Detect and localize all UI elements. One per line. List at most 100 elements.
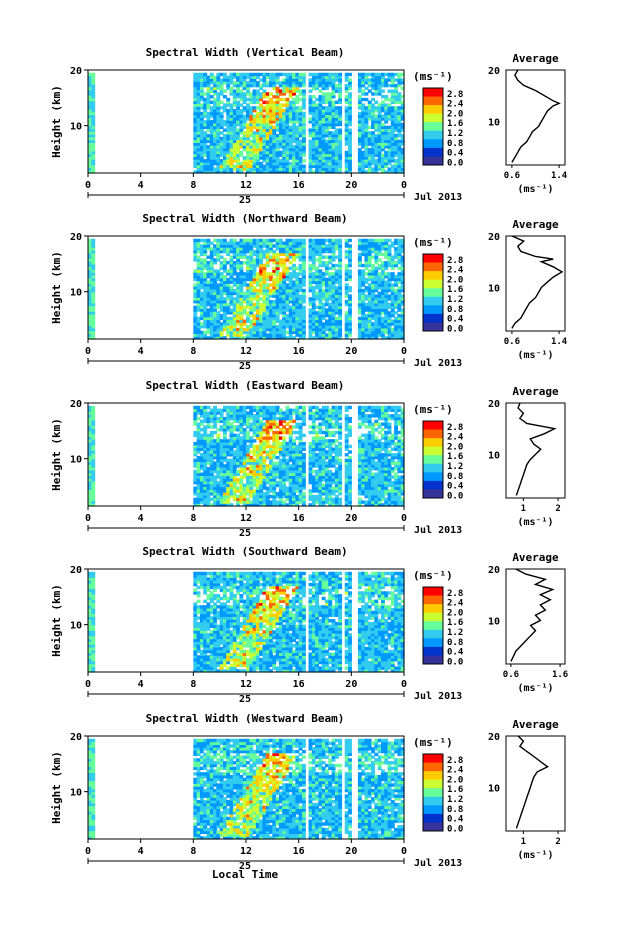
heatmap-cell <box>255 120 260 124</box>
heatmap-cell <box>380 114 385 118</box>
heatmap-cell <box>219 117 224 121</box>
heatmap-cell <box>206 274 211 279</box>
heatmap-cell <box>229 134 234 138</box>
heatmap-cell <box>334 308 339 312</box>
heatmap-cell <box>400 333 405 337</box>
heatmap-cell <box>380 122 385 127</box>
heatmap-cell <box>269 147 273 152</box>
heatmap-cell <box>275 288 280 293</box>
heatmap-cell <box>325 333 329 337</box>
heatmap-cell <box>91 92 96 96</box>
heatmap-cell <box>288 247 293 251</box>
heatmap-cell <box>387 313 392 318</box>
heatmap-cell <box>344 283 349 287</box>
heatmap-cell <box>255 319 260 323</box>
heatmap-cell <box>301 125 306 130</box>
heatmap-cell <box>400 125 405 130</box>
heatmap-cell <box>387 336 392 340</box>
heatmap-cell <box>239 305 244 309</box>
heatmap-cell <box>265 81 270 85</box>
heatmap-cell <box>193 159 198 163</box>
heatmap-cell <box>272 78 277 82</box>
heatmap-cell <box>295 252 300 257</box>
heatmap-cell <box>249 252 254 257</box>
heatmap-cell <box>328 131 333 135</box>
heatmap-cell <box>242 72 247 77</box>
heatmap-cell <box>394 300 399 304</box>
heatmap-cell <box>348 164 352 169</box>
heatmap-cell <box>236 159 241 163</box>
heatmap-cell <box>338 280 343 284</box>
heatmap-cell <box>285 336 290 340</box>
heatmap-cell <box>301 145 306 149</box>
heatmap-cell <box>364 316 369 321</box>
heatmap-cell <box>216 330 221 335</box>
heatmap-cell <box>288 305 293 309</box>
heatmap-cell <box>252 100 257 105</box>
heatmap-cell <box>377 266 382 271</box>
heatmap-cell <box>311 280 316 284</box>
heatmap-cell <box>222 139 227 143</box>
heatmap-cell <box>213 277 217 282</box>
heatmap-cell <box>209 280 214 284</box>
heatmap-cell <box>269 97 273 102</box>
heatmap-cell <box>196 330 201 335</box>
heatmap-cell <box>272 322 277 326</box>
heatmap-cell <box>229 161 234 166</box>
heatmap-cell <box>361 114 366 118</box>
heatmap-cell <box>282 159 287 163</box>
heatmap-cell <box>199 170 204 174</box>
heatmap-cell <box>318 261 323 265</box>
heatmap-cell <box>206 241 211 245</box>
heatmap-cell <box>242 125 247 130</box>
heatmap-cell <box>249 108 254 113</box>
heatmap-cell <box>252 142 257 146</box>
heatmap-cell <box>371 249 375 254</box>
heatmap-cell <box>249 153 254 157</box>
heatmap-cell <box>334 272 339 276</box>
heatmap-cell <box>262 83 267 88</box>
heatmap-cell <box>348 92 352 96</box>
heatmap-cell <box>325 139 329 143</box>
heatmap-cell <box>374 325 379 329</box>
heatmap-cell <box>325 280 329 284</box>
heatmap-cell <box>88 272 92 276</box>
colorbar-tick-label: 2.8 <box>447 256 463 266</box>
heatmap-cell <box>226 97 231 102</box>
heatmap-cell <box>374 280 379 284</box>
heatmap-cell <box>315 136 320 141</box>
heatmap-cell <box>216 311 221 315</box>
heatmap-cell <box>255 252 260 257</box>
heatmap-cell <box>203 83 208 88</box>
heatmap-cell <box>288 114 293 118</box>
heatmap-cell <box>357 302 362 307</box>
heatmap-cell <box>199 142 204 146</box>
heatmap-cell <box>321 125 326 130</box>
heatmap-cell <box>206 263 211 268</box>
heatmap-cell <box>232 134 237 138</box>
heatmap-cell <box>308 128 313 132</box>
heatmap-cell <box>334 136 339 141</box>
heatmap-cell <box>328 134 333 138</box>
heatmap-cell <box>262 263 267 268</box>
heatmap-cell <box>361 272 366 276</box>
heatmap-cell <box>282 244 287 248</box>
heatmap-cell <box>232 272 237 276</box>
heatmap-cell <box>88 311 92 315</box>
heatmap-cell <box>246 167 250 171</box>
heatmap-cell <box>325 302 329 307</box>
heatmap-cell <box>311 313 316 318</box>
heatmap-cell <box>331 117 336 121</box>
heatmap-cell <box>282 142 287 146</box>
heatmap-cell <box>213 333 217 337</box>
heatmap-cell <box>328 322 333 326</box>
heatmap-cell <box>269 308 273 312</box>
heatmap-cell <box>265 136 270 141</box>
heatmap-cell <box>325 161 329 166</box>
heatmap-cell <box>357 305 362 309</box>
heatmap-cell <box>397 128 402 132</box>
heatmap-cell <box>272 266 277 271</box>
heatmap-cell <box>232 142 237 146</box>
heatmap-cell <box>311 316 316 321</box>
heatmap-cell <box>282 252 287 257</box>
